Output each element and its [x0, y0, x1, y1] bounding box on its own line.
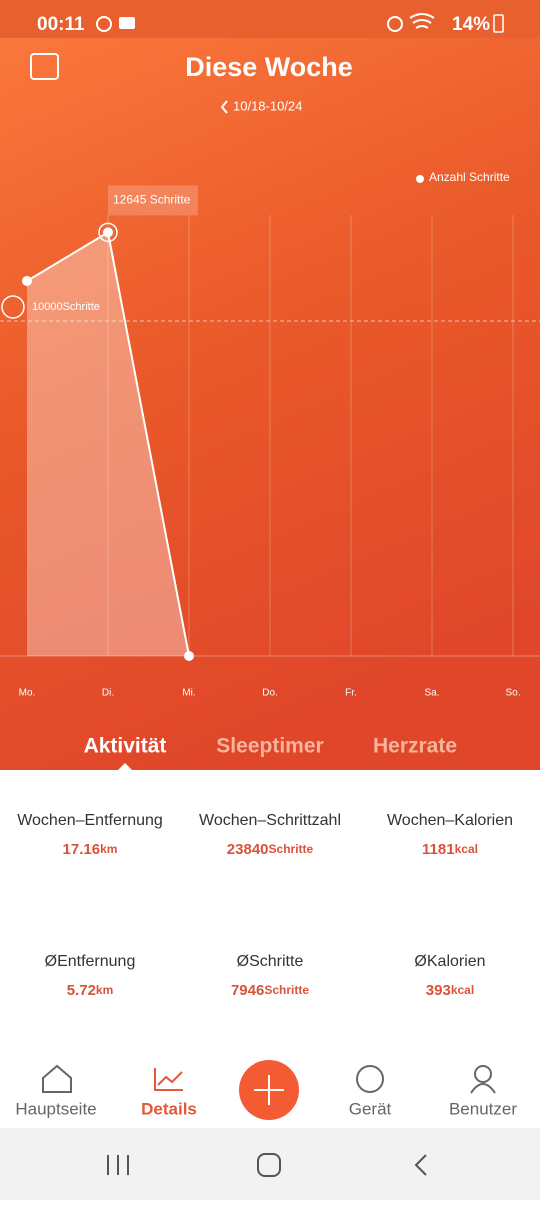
stat-unit: kcal: [455, 842, 478, 856]
tooltip-bg: [108, 185, 198, 216]
goal-icon: [1, 295, 25, 319]
legend-dot: [416, 175, 424, 183]
x-tick-label: Do.: [262, 688, 278, 699]
stat-unit: km: [96, 983, 113, 997]
x-tick-label: Di.: [102, 688, 114, 699]
time: 00:11: [37, 14, 85, 35]
stat-number: 7946: [231, 982, 264, 999]
battery: 14%: [452, 14, 490, 35]
point: [103, 227, 113, 238]
goal-label: 10000Schritte: [32, 301, 100, 313]
stat-unit: km: [100, 842, 117, 856]
calendar-icon[interactable]: [30, 53, 59, 80]
stat-label: ØKalorien: [414, 953, 485, 970]
status-bar: [0, 0, 540, 38]
x-tick-label: Mi.: [182, 688, 195, 699]
stat-label: ØEntfernung: [45, 953, 136, 970]
stat-number: 5.72: [67, 982, 96, 999]
stat-value: 1181kcal: [422, 841, 478, 858]
chart: Mo. Di. Mi. Do. Fr. Sa. So. 10000Schritte 12645 …: [0, 185, 540, 699]
stat-unit: kcal: [451, 983, 474, 997]
stat-number: 393: [426, 982, 451, 999]
point-ring: [98, 222, 118, 243]
header-bg: [0, 0, 540, 770]
legend-label: Anzahl Schritte: [429, 170, 510, 184]
home-icon[interactable]: [42, 1064, 72, 1093]
add-icon: [254, 1075, 284, 1105]
data-label: 12645 Schritte: [113, 193, 191, 207]
x-tick-label: So.: [505, 688, 520, 699]
stat-label: Wochen–Schrittzahl: [199, 812, 341, 829]
device-icon[interactable]: [356, 1065, 384, 1093]
stat-value: 17.16km: [63, 841, 118, 858]
tab[interactable]: Sleeptimer: [216, 735, 323, 758]
mail-icon: [119, 17, 135, 29]
stat-number: 1181: [422, 841, 455, 858]
stat-number: 23840: [227, 841, 269, 858]
tab-indicator: [117, 763, 133, 771]
nav-label-active[interactable]: Details: [141, 1099, 197, 1118]
stat-value: 393kcal: [426, 982, 474, 999]
tab[interactable]: Herzrate: [373, 735, 457, 758]
stat-unit: Schritte: [264, 983, 309, 997]
x-tick-label: Fr.: [345, 688, 357, 699]
stat-label: Wochen–Kalorien: [387, 812, 513, 829]
stat-value: 23840Schritte: [227, 841, 314, 858]
date-range: 10/18-10/24: [233, 98, 302, 113]
nav-label[interactable]: Hauptseite: [15, 1099, 96, 1118]
stat-value: 5.72km: [67, 982, 114, 999]
stat-unit: Schritte: [269, 842, 314, 856]
wifi-icon: [409, 13, 435, 29]
title: Diese Woche: [185, 52, 353, 82]
point: [22, 275, 32, 286]
system-nav: [0, 1128, 540, 1200]
recents-button[interactable]: [107, 1155, 129, 1175]
point: [184, 651, 194, 661]
user-icon[interactable]: [474, 1065, 492, 1083]
x-tick-label: Mo.: [19, 688, 36, 699]
x-tick-label: Sa.: [424, 688, 439, 699]
stat-number: 17.16: [63, 841, 101, 858]
tab-active[interactable]: Aktivität: [84, 735, 167, 758]
back-button[interactable]: [414, 1154, 427, 1176]
nav-label[interactable]: Gerät: [349, 1099, 392, 1118]
alarm-icon: [387, 16, 403, 32]
home-button[interactable]: [257, 1153, 281, 1177]
battery-icon: [493, 14, 504, 33]
stat-label: ØSchritte: [237, 953, 304, 970]
user-icon-body: [470, 1083, 496, 1094]
nav-label[interactable]: Benutzer: [449, 1099, 517, 1118]
status-icon: [96, 16, 112, 32]
area: [27, 232, 189, 657]
stat-label: Wochen–Entfernung: [17, 812, 163, 829]
stats: Wochen–Entfernung17.16kmWochen–Schrittza…: [17, 812, 513, 999]
prev-week[interactable]: [220, 100, 228, 114]
details-icon[interactable]: [154, 1068, 183, 1091]
stat-value: 7946Schritte: [231, 982, 309, 999]
